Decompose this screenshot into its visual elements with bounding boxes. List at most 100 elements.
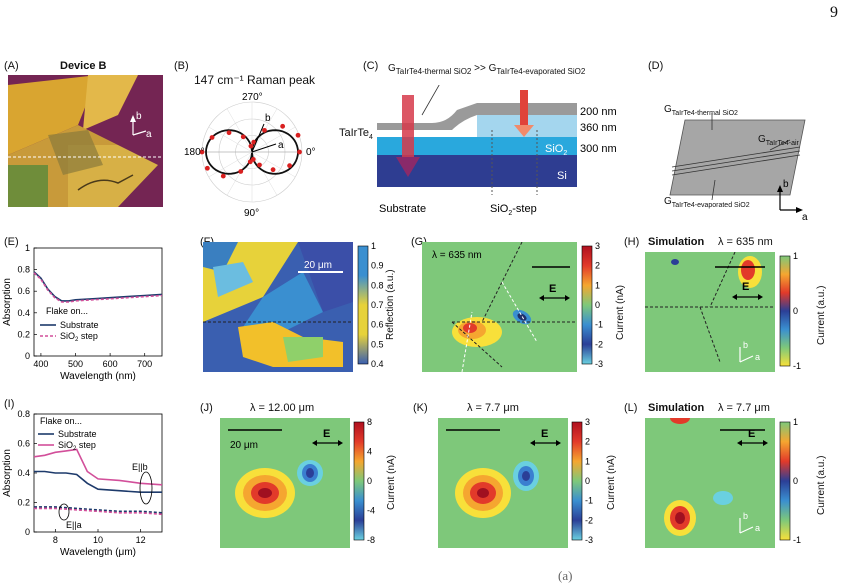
colorbar-tick-label: -3 xyxy=(585,535,593,545)
panel-a-image: b a xyxy=(8,75,163,207)
y-tick-label: 0.8 xyxy=(17,409,30,419)
polar-point xyxy=(240,134,246,140)
polar-point xyxy=(287,163,292,169)
plot-frame xyxy=(33,247,163,357)
polar-angle-90: 90° xyxy=(244,208,259,219)
polar-angle-270: 270° xyxy=(242,92,263,103)
x-tick-label: 700 xyxy=(137,359,152,369)
colorbar-tick-label: -1 xyxy=(585,496,593,506)
polar-point xyxy=(199,149,205,155)
colorbar-tick-label: -2 xyxy=(595,339,603,349)
panel-a-axis-a: a xyxy=(146,129,152,140)
y-tick-label: 0.2 xyxy=(17,329,30,339)
polar-grid-spoke xyxy=(251,126,296,153)
colorbar-tick-label: -1 xyxy=(595,320,603,330)
panel-h-cbar-label: Current (a.u.) xyxy=(816,285,827,345)
polar-grid-spoke xyxy=(208,151,253,178)
colorbar-tick-label: 0.8 xyxy=(371,280,384,290)
panel-l-sim: Simulation xyxy=(648,402,705,414)
colorbar-tick-label: 4 xyxy=(367,447,372,457)
panel-j-label: (J) xyxy=(200,402,213,414)
colorbar-tick-label: 1 xyxy=(371,242,376,251)
panel-e-label: (E) xyxy=(4,236,19,248)
polar-point xyxy=(204,165,210,171)
panel-h-sim: Simulation xyxy=(648,236,705,248)
colorbar-tick-label: 0.5 xyxy=(371,339,384,349)
colorbar-bar xyxy=(357,245,369,365)
colorbar-tick-label: -1 xyxy=(793,361,801,371)
panel-k-colorbar: 3 2 1 0 -1 -2 -3 xyxy=(571,418,593,545)
polar-grid-spoke xyxy=(251,151,296,178)
panel-c-header: GTaIrTe4-thermal SiO2 >> GTaIrTe4-evapor… xyxy=(388,63,586,76)
x-tick-label: 400 xyxy=(33,359,48,369)
polar-point xyxy=(247,159,253,165)
eb-marker xyxy=(139,471,153,505)
y-tick-label: 0.6 xyxy=(17,439,30,449)
series-line xyxy=(33,272,163,303)
polar-point xyxy=(220,173,226,179)
polar-point xyxy=(280,123,286,129)
x-tick-label: 12 xyxy=(136,535,146,545)
panel-a-title: Device B xyxy=(60,60,107,72)
panel-c-200nm: 200 nm xyxy=(580,106,617,118)
polar-axis-b: b xyxy=(265,113,271,124)
y-tick-label: 1 xyxy=(25,243,30,253)
panel-c-sio2: SiO2 xyxy=(545,143,567,157)
legend-substrate: Substrate xyxy=(58,429,97,439)
panel-i-label: (I) xyxy=(4,398,15,410)
panel-g-colorbar: 3 2 1 0 -1 -2 -3 xyxy=(581,242,603,369)
polar-point xyxy=(209,135,215,140)
panel-c-si: Si xyxy=(557,170,567,182)
page-number: 9 xyxy=(830,4,838,21)
panel-f-colorbar: 1 0.9 0.8 0.7 0.6 0.5 0.4 xyxy=(357,242,384,369)
panel-c-label: (C) xyxy=(363,60,379,72)
y-tick-label: 0.8 xyxy=(17,265,30,275)
colorbar-tick-label: -3 xyxy=(595,359,603,369)
polar-point xyxy=(238,169,244,174)
panel-a-label: (A) xyxy=(4,60,19,72)
series-line xyxy=(34,470,162,493)
panel-c-cross-section: 200 nm 360 nm 300 nm SiO2 Si Substrate S… xyxy=(377,85,617,217)
colorbar-tick-label: 0 xyxy=(793,476,798,486)
panel-l-e: E xyxy=(748,428,755,440)
colorbar-tick-label: 3 xyxy=(585,418,590,427)
polar-grid-spoke xyxy=(251,151,278,196)
panel-h-simulation-map: E b a xyxy=(645,252,775,372)
polar-fit-line xyxy=(205,129,299,175)
panel-h-colorbar: 1 0 -1 xyxy=(779,252,801,371)
colorbar-tick-label: 0.7 xyxy=(371,300,384,310)
x-axis-label: Wavelength (μm) xyxy=(60,547,136,558)
panel-c-step: SiO2-step xyxy=(490,203,537,217)
polar-point xyxy=(251,139,257,145)
footer-mark: (a) xyxy=(558,568,573,583)
legend-title: Flake on... xyxy=(46,306,88,316)
colorbar-bar xyxy=(353,421,365,541)
colorbar-tick-label: 2 xyxy=(595,261,600,271)
colorbar-tick-label: 0 xyxy=(585,476,590,486)
panel-g-photocurrent-map: λ = 635 nm E xyxy=(422,242,577,372)
panel-c-360nm: 360 nm xyxy=(580,122,617,134)
panel-k-label: (K) xyxy=(413,402,428,414)
panel-d-axis-a: a xyxy=(802,212,808,223)
polar-point xyxy=(270,167,276,173)
ea-label: E||a xyxy=(66,520,82,530)
panel-h-lambda: λ = 635 nm xyxy=(718,236,773,248)
x-tick-label: 10 xyxy=(93,535,103,545)
y-tick-label: 0.2 xyxy=(17,498,30,508)
colorbar-tick-label: 1 xyxy=(585,456,590,466)
legend-title: Flake on... xyxy=(40,416,82,426)
colorbar-tick-label: -2 xyxy=(585,515,593,525)
panel-k-cbar-label: Current (nA) xyxy=(606,454,617,510)
x-axis-label: Wavelength (nm) xyxy=(60,371,136,382)
colorbar-tick-label: -1 xyxy=(793,535,801,545)
panel-k-lambda: λ = 7.7 μm xyxy=(467,402,519,414)
colorbar-tick-label: -4 xyxy=(367,506,375,516)
panel-b-polar-plot: 270° 180° 0° 90° b a xyxy=(184,92,316,219)
panel-d-label: (D) xyxy=(648,60,664,72)
y-tick-label: 0.4 xyxy=(17,468,30,478)
colorbar-tick-label: -8 xyxy=(367,535,375,545)
y-tick-label: 0.6 xyxy=(17,286,30,296)
panel-l-axis-a: a xyxy=(755,523,760,533)
y-tick-label: 0.4 xyxy=(17,308,30,318)
